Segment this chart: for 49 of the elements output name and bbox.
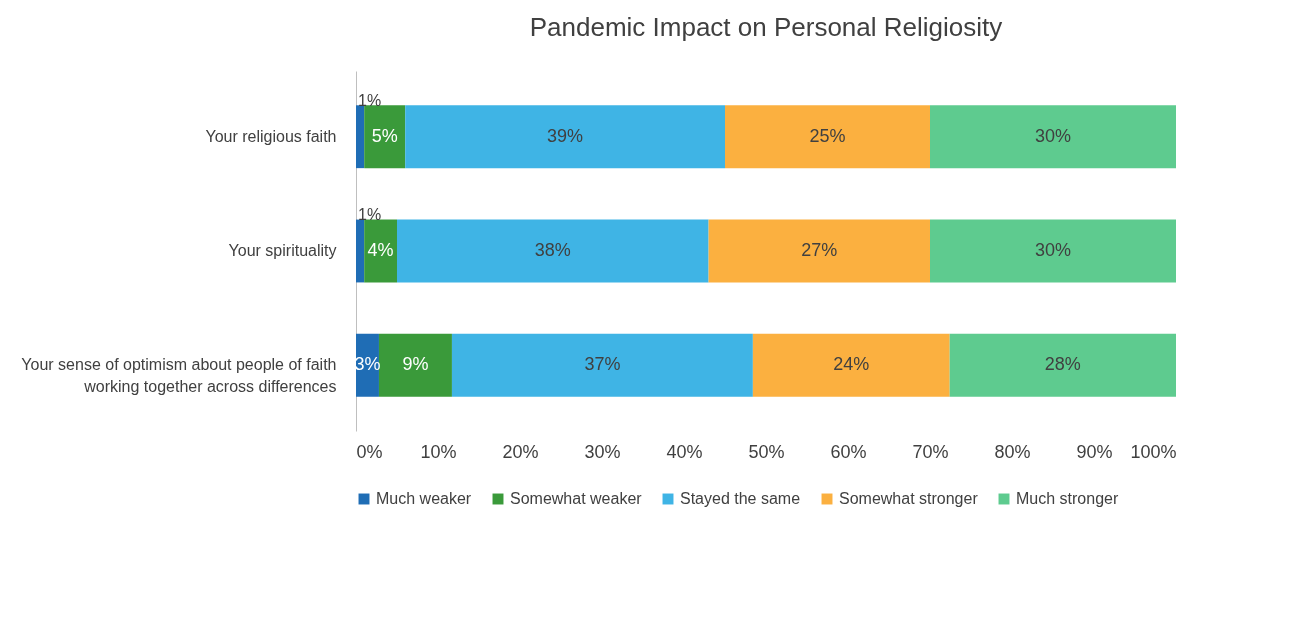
x-tick-label: 20% <box>502 441 539 462</box>
bar <box>364 105 406 169</box>
data-label: 1% <box>358 91 382 109</box>
y-tick-label: Your sense of optimism about people of faith working together across differences <box>21 356 337 396</box>
x-tick-label: 40% <box>666 441 703 462</box>
bar <box>378 333 452 397</box>
bar <box>364 219 397 283</box>
legend-label: Much stronger <box>1016 490 1119 507</box>
data-label: 28% <box>1044 354 1081 375</box>
data-label: 24% <box>833 354 870 375</box>
x-tick-label: 60% <box>830 441 867 462</box>
x-tick-label: 10% <box>420 441 457 462</box>
bar <box>930 105 1176 169</box>
y-tick-label: Your religious faith <box>205 127 337 145</box>
data-label: 37% <box>584 354 621 375</box>
data-label: 25% <box>809 125 846 146</box>
legend-label: Somewhat weaker <box>510 490 643 507</box>
bar <box>708 219 930 283</box>
legend-label: Much weaker <box>376 490 472 507</box>
x-tick-label: 90% <box>1076 441 1113 462</box>
x-tick-label: 70% <box>912 441 949 462</box>
data-label: 39% <box>547 125 584 146</box>
data-label: 5% <box>371 125 398 146</box>
bar <box>451 333 753 397</box>
data-label: 3% <box>354 354 381 375</box>
bar <box>405 105 725 169</box>
x-tick-label: 30% <box>584 441 621 462</box>
legend-label: Stayed the same <box>680 490 801 507</box>
bar <box>725 105 930 169</box>
data-label: 27% <box>801 240 838 260</box>
bar <box>397 219 709 283</box>
chart-title: Pandemic Impact on Personal Religiosity <box>529 12 1003 42</box>
x-tick-label: 50% <box>748 441 785 462</box>
data-label: 30% <box>1034 125 1072 146</box>
x-tick-label: 100% <box>1130 441 1177 462</box>
bar <box>949 333 1176 397</box>
data-label: 1% <box>358 206 382 223</box>
bar <box>356 105 365 169</box>
legend-label: Somewhat stronger <box>839 490 979 507</box>
bar <box>930 219 1176 283</box>
data-label: 9% <box>402 354 429 375</box>
bar <box>752 333 950 397</box>
x-tick-label: 80% <box>994 441 1031 462</box>
data-label: 30% <box>1034 240 1072 260</box>
x-tick-label: 0% <box>356 441 383 462</box>
data-label: 38% <box>534 240 571 260</box>
y-tick-label: Your spirituality <box>228 242 337 259</box>
bar <box>356 219 365 283</box>
data-label: 4% <box>367 240 394 260</box>
